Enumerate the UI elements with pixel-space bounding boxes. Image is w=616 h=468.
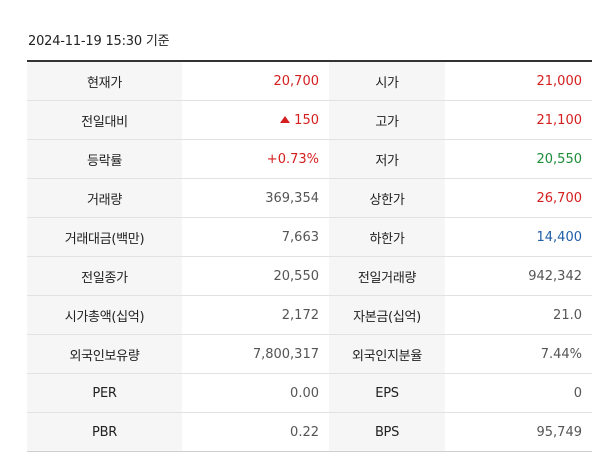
eps-value: 0 [445, 373, 592, 413]
pbr-label: PBR [27, 412, 182, 452]
prev-close-label: 전일종가 [27, 256, 182, 296]
bps-label: BPS [329, 412, 445, 452]
capital-label: 자본금(십억) [329, 295, 445, 335]
table-row-trade-amount: 거래대금(백만) 7,663 하한가 14,400 [27, 217, 592, 257]
prev-volume-value: 942,342 [445, 256, 592, 296]
table-row-pbr-bps: PBR 0.22 BPS 95,749 [27, 412, 592, 452]
lower-limit-value: 14,400 [445, 217, 592, 257]
market-cap-value: 2,172 [182, 295, 329, 335]
upper-limit-label: 상한가 [329, 178, 445, 218]
open-price-label: 시가 [329, 61, 445, 101]
market-cap-label: 시가총액(십억) [27, 295, 182, 335]
table-row-prev-close: 전일종가 20,550 전일거래량 942,342 [27, 256, 592, 296]
bps-value: 95,749 [445, 412, 592, 452]
trade-amount-value: 7,663 [182, 217, 329, 257]
foreign-holdings-value: 7,800,317 [182, 334, 329, 374]
capital-value: 21.0 [445, 295, 592, 335]
table-row-market-cap: 시가총액(십억) 2,172 자본금(십억) 21.0 [27, 295, 592, 335]
low-price-value: 20,550 [445, 139, 592, 179]
high-price-value: 21,100 [445, 100, 592, 140]
as-of-timestamp: 2024-11-19 15:30 기준 [28, 34, 170, 49]
per-value: 0.00 [182, 373, 329, 413]
change-value: 150 [294, 112, 319, 128]
stock-quote-table: 현재가 20,700 시가 21,000 전일대비 150 고가 21,100 … [27, 60, 592, 452]
prev-volume-label: 전일거래량 [329, 256, 445, 296]
current-price-value: 20,700 [182, 61, 329, 101]
change-label: 전일대비 [27, 100, 182, 140]
table-row-change-rate: 등락률 +0.73% 저가 20,550 [27, 139, 592, 179]
eps-label: EPS [329, 373, 445, 413]
upper-limit-value: 26,700 [445, 178, 592, 218]
volume-label: 거래량 [27, 178, 182, 218]
up-triangle-icon [280, 115, 291, 123]
table-row-per-eps: PER 0.00 EPS 0 [27, 373, 592, 413]
open-price-value: 21,000 [445, 61, 592, 101]
foreign-ratio-value: 7.44% [445, 334, 592, 374]
high-price-label: 고가 [329, 100, 445, 140]
table-row-foreign-holdings: 외국인보유량 7,800,317 외국인지분율 7.44% [27, 334, 592, 374]
per-label: PER [27, 373, 182, 413]
foreign-holdings-label: 외국인보유량 [27, 334, 182, 374]
change-rate-value: +0.73% [182, 139, 329, 179]
lower-limit-label: 하한가 [329, 217, 445, 257]
table-row-current-price: 현재가 20,700 시가 21,000 [27, 61, 592, 101]
low-price-label: 저가 [329, 139, 445, 179]
trade-amount-label: 거래대금(백만) [27, 217, 182, 257]
prev-close-value: 20,550 [182, 256, 329, 296]
change-value-cell: 150 [182, 100, 329, 140]
change-rate-label: 등락률 [27, 139, 182, 179]
table-row-change: 전일대비 150 고가 21,100 [27, 100, 592, 140]
table-row-volume: 거래량 369,354 상한가 26,700 [27, 178, 592, 218]
current-price-label: 현재가 [27, 61, 182, 101]
foreign-ratio-label: 외국인지분율 [329, 334, 445, 374]
pbr-value: 0.22 [182, 412, 329, 452]
volume-value: 369,354 [182, 178, 329, 218]
